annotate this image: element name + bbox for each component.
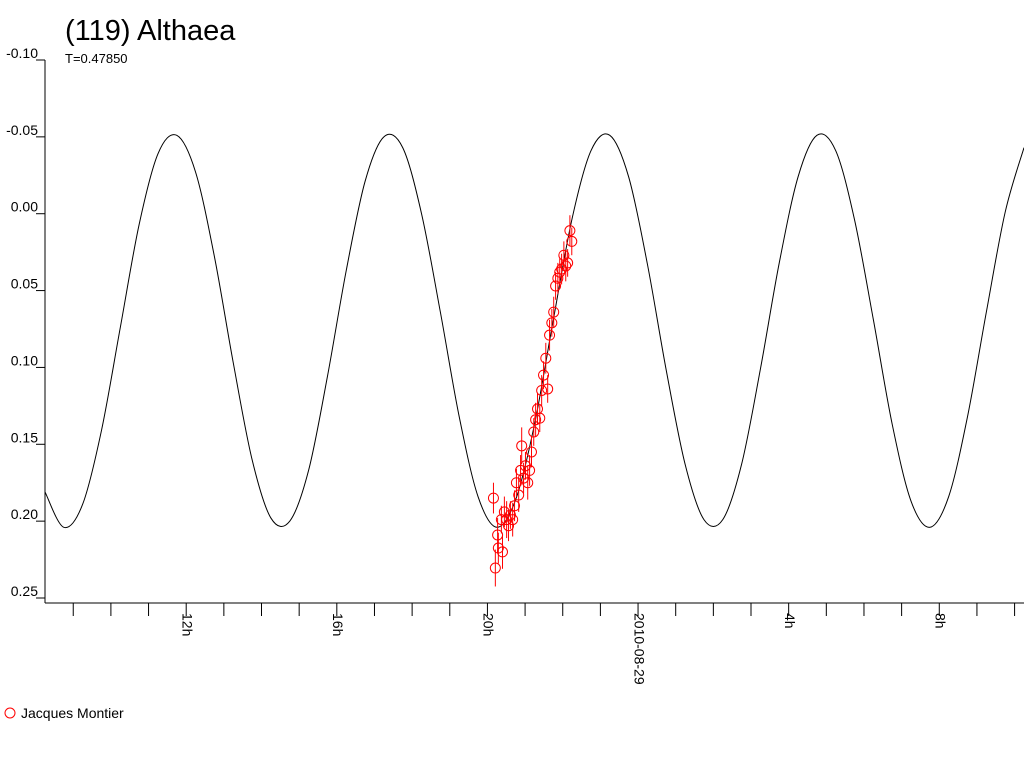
- data-point: [487, 492, 499, 504]
- data-point: [496, 546, 508, 558]
- data-point: [509, 500, 521, 512]
- data-point: [522, 477, 534, 489]
- data-point: [538, 369, 550, 381]
- y-tick-label: 0.25: [11, 583, 38, 599]
- data-point: [524, 464, 536, 476]
- x-tick-label: 2010-08-29: [631, 613, 647, 685]
- data-point: [542, 383, 554, 395]
- data-point: [528, 426, 540, 438]
- data-point: [552, 272, 564, 284]
- data-point: [513, 489, 525, 501]
- legend-marker: [4, 707, 16, 719]
- legend-label: Jacques Montier: [21, 705, 124, 721]
- data-point: [550, 280, 562, 292]
- chart-subtitle: T=0.47850: [65, 51, 128, 66]
- data-point: [507, 514, 519, 526]
- y-tick-label: 0.10: [11, 352, 38, 368]
- data-point: [492, 542, 504, 554]
- y-tick-label: -0.05: [6, 122, 38, 138]
- y-tick-label: 0.00: [11, 199, 38, 215]
- data-point: [554, 266, 566, 278]
- data-point: [540, 352, 552, 364]
- data-point: [498, 506, 510, 518]
- y-tick-label: 0.05: [11, 276, 38, 292]
- data-point: [564, 225, 576, 237]
- data-point: [534, 412, 546, 424]
- data-point: [562, 257, 574, 269]
- data-point: [546, 317, 558, 329]
- x-tick-label: 20h: [481, 613, 497, 636]
- data-point: [566, 235, 578, 247]
- data-point: [548, 306, 560, 318]
- data-point: [503, 520, 515, 532]
- y-tick-label: 0.15: [11, 429, 38, 445]
- x-tick-label: 16h: [330, 613, 346, 636]
- data-point: [560, 260, 572, 272]
- data-point: [489, 562, 501, 574]
- x-tick-label: 8h: [933, 613, 949, 629]
- y-tick-label: -0.10: [6, 45, 38, 61]
- data-point: [525, 446, 537, 458]
- data-point: [544, 329, 556, 341]
- x-tick-label: 4h: [782, 613, 798, 629]
- y-tick-label: 0.20: [11, 506, 38, 522]
- chart-title: (119) Althaea: [65, 15, 236, 47]
- data-point: [536, 384, 548, 396]
- data-point: [516, 440, 528, 452]
- x-tick-label: 12h: [179, 613, 195, 636]
